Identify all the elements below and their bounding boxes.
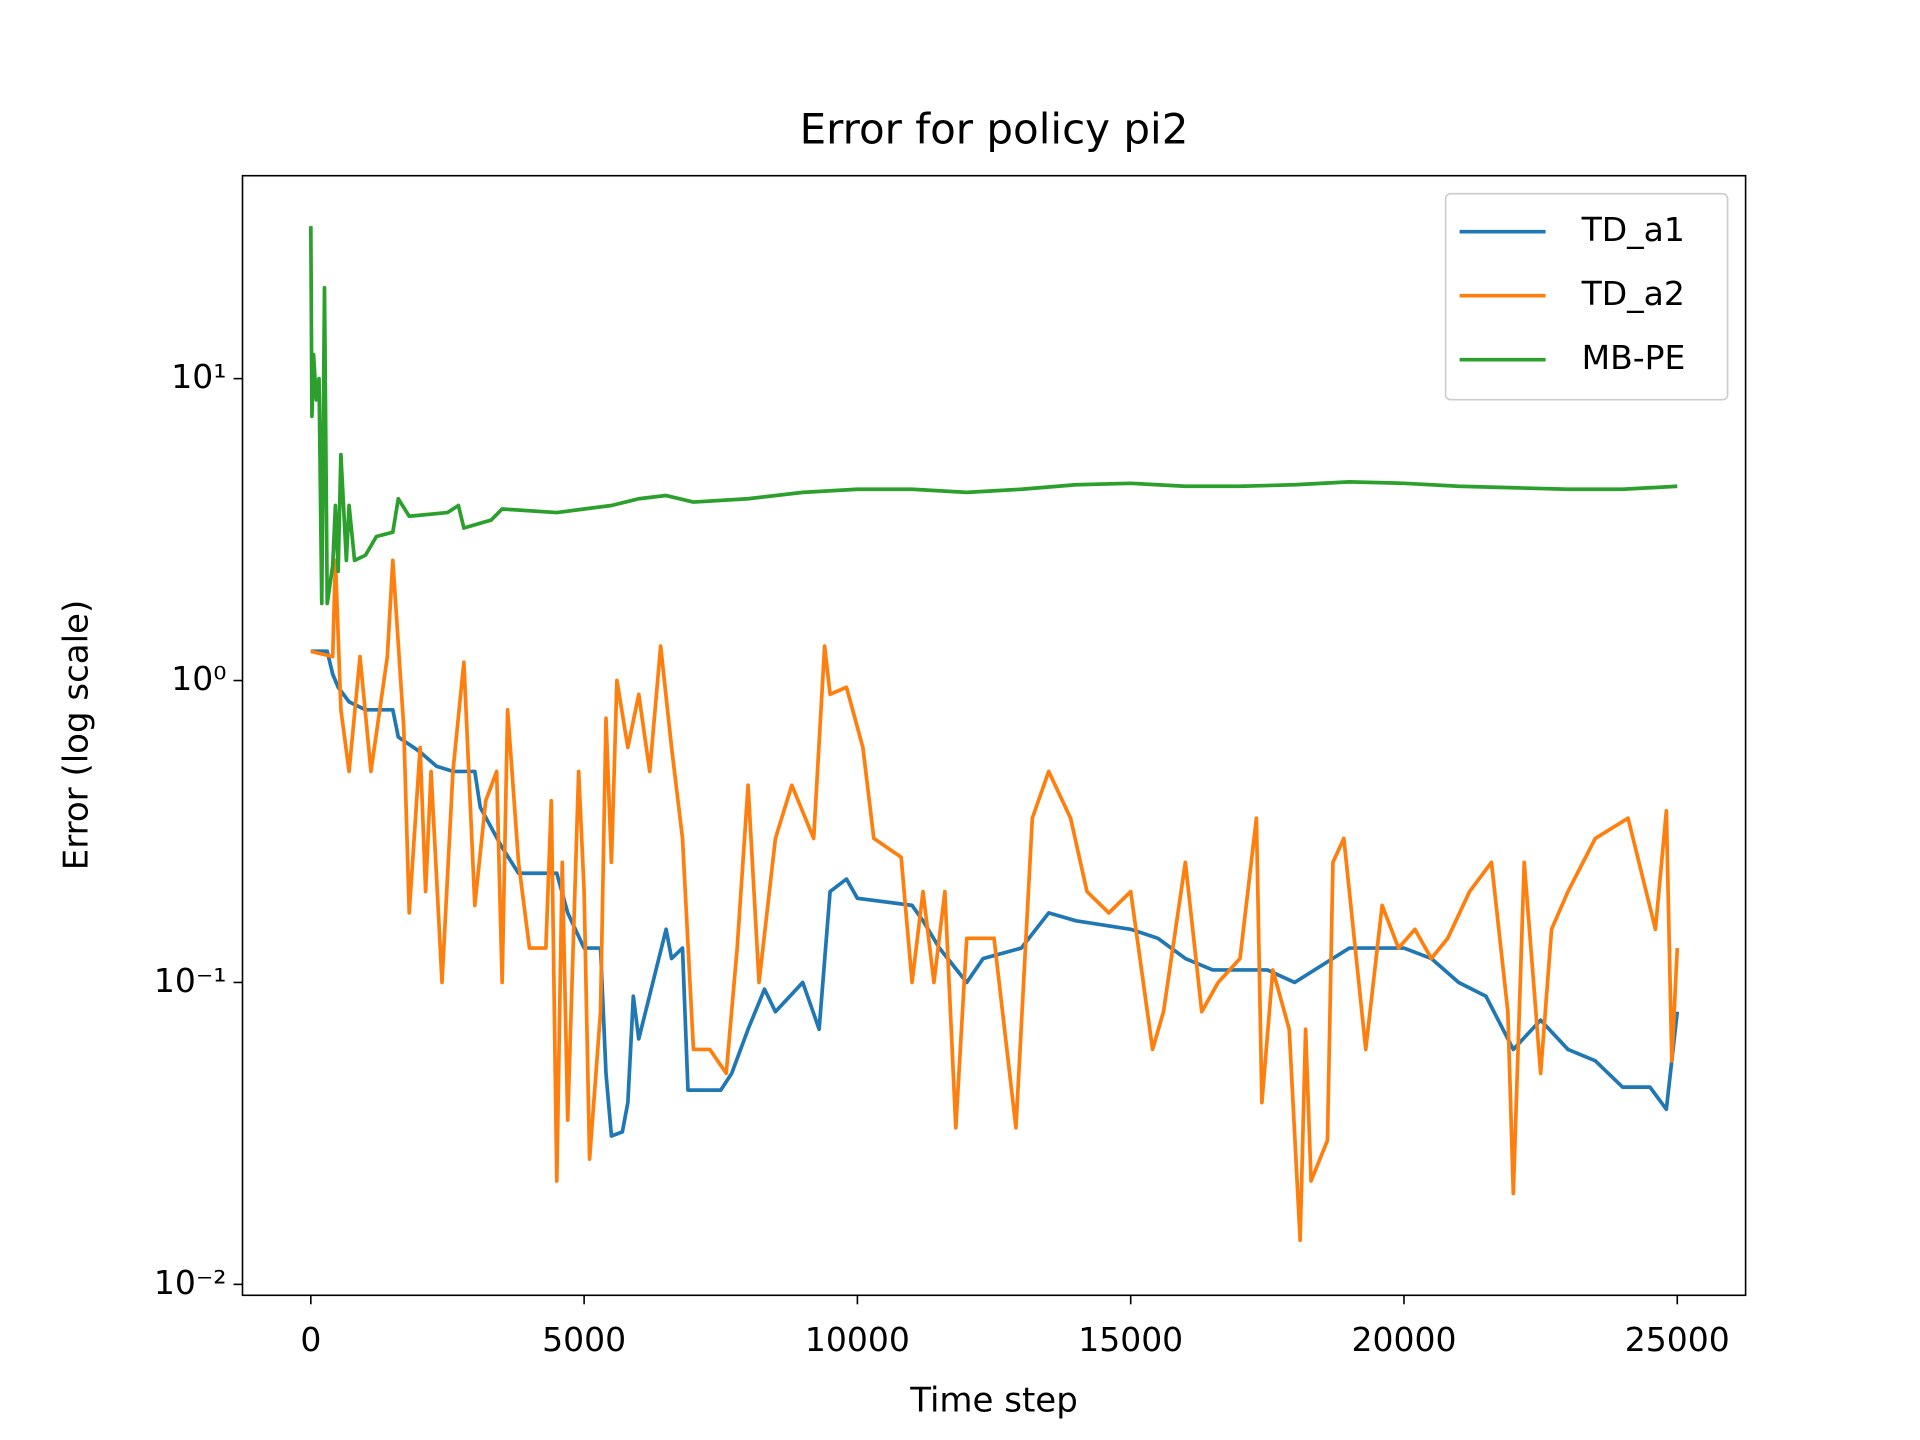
x-axis-label: Time step (909, 1381, 1078, 1421)
x-tick-label: 15000 (1078, 1320, 1183, 1359)
x-tick-label: 20000 (1351, 1320, 1456, 1359)
legend-label: TD_a1 (1581, 210, 1685, 249)
axes-frame (241, 174, 1747, 1297)
y-axis-label: Error (log scale) (57, 600, 97, 870)
plot-area (308, 226, 1680, 1243)
y-tick-label: 10⁰ (171, 659, 226, 698)
x-tick-label: 25000 (1625, 1320, 1730, 1359)
y-tick-label: 10⁻¹ (154, 961, 227, 1000)
x-tick-label: 10000 (805, 1320, 910, 1359)
series-line (310, 558, 1680, 1243)
chart-title: Error for policy pi2 (800, 105, 1189, 154)
series-line (310, 649, 1680, 1138)
x-tick-label: 0 (300, 1320, 321, 1359)
legend-label: TD_a2 (1581, 274, 1685, 313)
legend-label: MB-PE (1582, 338, 1686, 377)
series-line (308, 226, 1678, 606)
x-tick-label: 5000 (542, 1320, 626, 1359)
legend-box (1444, 192, 1729, 401)
y-tick-label: 10¹ (171, 357, 226, 396)
y-tick-label: 10⁻² (154, 1263, 227, 1302)
